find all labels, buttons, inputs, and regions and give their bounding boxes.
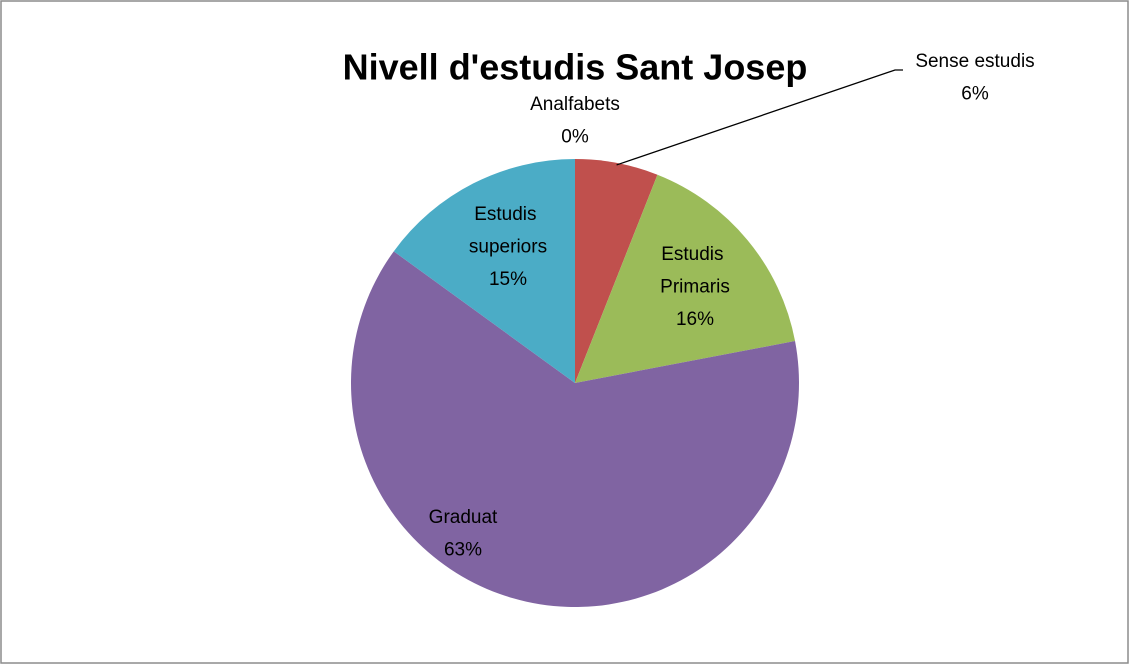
slice-label: Graduat — [429, 507, 498, 528]
slice-value-label: 0% — [561, 127, 589, 148]
pie-slice — [393, 159, 575, 383]
pie-slice — [575, 159, 658, 383]
slice-label: Sense estudis — [915, 51, 1034, 72]
slice-value-label: 63% — [444, 540, 482, 561]
leader-line — [616, 69, 903, 166]
slice-label: Estudis Primaris — [660, 244, 730, 298]
chart-title: Nivell d'estudis Sant Josep — [343, 47, 808, 88]
slice-value-label: 16% — [676, 309, 714, 330]
pie-slice — [351, 251, 799, 607]
pie-slice — [575, 174, 796, 383]
slice-value-label: 6% — [961, 84, 989, 105]
slice-label: Estudis superiors — [469, 204, 547, 258]
slice-value-label: 15% — [489, 269, 527, 290]
slice-label: Analfabets — [530, 94, 620, 115]
